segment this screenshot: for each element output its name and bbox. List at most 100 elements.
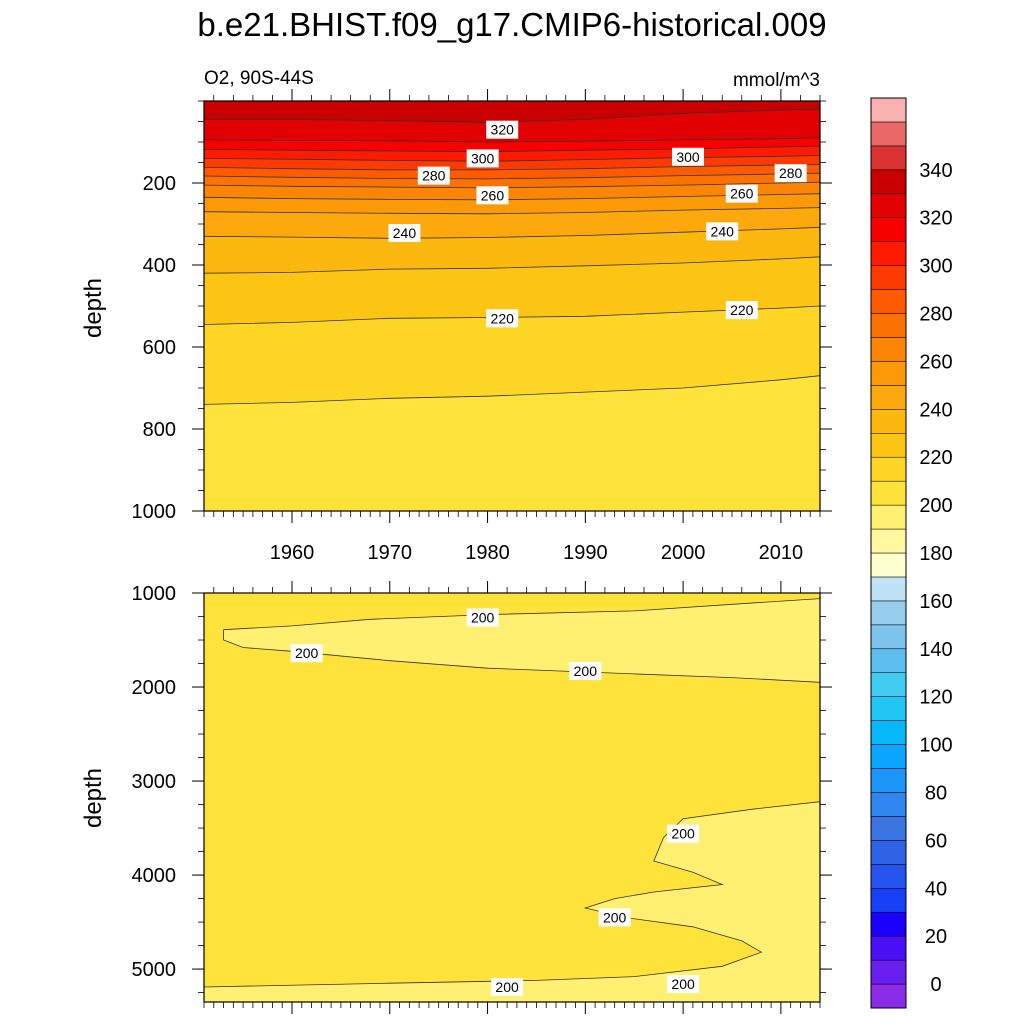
contour-line-330 (204, 108, 820, 123)
contour-line-240 (204, 226, 820, 239)
colorbar-swatch (870, 528, 907, 554)
colorbar-label: 60 (925, 830, 947, 852)
contour-line-210 (204, 375, 820, 405)
colorbar-label: 180 (919, 543, 952, 565)
contour-label-box (486, 309, 519, 328)
colorbar-swatch (870, 217, 907, 242)
contour-label-box (598, 908, 631, 927)
colorbar-swatch (870, 193, 907, 218)
colorbar-swatch (870, 337, 907, 362)
plot-frame-lower (203, 592, 821, 1003)
colorbar-label: 20 (925, 926, 947, 948)
colorbar-label: 0 (930, 974, 941, 996)
contour-label: 200 (471, 609, 495, 625)
colorbar-swatch (870, 768, 907, 793)
y-axis-label-lower: depth (80, 768, 107, 828)
subtitle-left: O2, 90S-44S (204, 68, 314, 89)
contour-line-300 (204, 155, 820, 162)
contour-label-box (725, 184, 758, 203)
colorbar-swatch (870, 169, 907, 195)
contour-label: 200 (671, 826, 695, 842)
colorbar-swatch (870, 888, 907, 913)
y-tick-label: 4000 (132, 865, 177, 887)
contour-label: 220 (491, 310, 515, 326)
contour-label-box (417, 166, 450, 185)
colorbar-swatch (870, 935, 907, 961)
y-tick-label: 200 (143, 173, 176, 195)
contour-label-box (388, 224, 421, 243)
contour-label-box (667, 824, 700, 843)
colorbar-swatch (870, 816, 907, 841)
colorbar-swatch (870, 289, 907, 314)
colorbar-swatch (870, 624, 907, 650)
contour-label: 300 (676, 149, 700, 165)
x-tick-label: 1990 (563, 542, 608, 564)
colorbar-swatch (870, 911, 907, 937)
contour-line-280 (204, 172, 820, 180)
colorbar-label: 260 (919, 351, 952, 373)
subtitle-right: mmol/m^3 (733, 70, 820, 91)
colorbar-swatch (870, 983, 907, 1009)
y-tick-label: 800 (143, 419, 176, 441)
colorbar-swatch (870, 864, 907, 889)
colorbar-swatch (870, 720, 907, 745)
colorbar-label: 320 (919, 208, 952, 230)
y-axis-label-upper: depth (80, 278, 107, 338)
y-tick-label: 3000 (132, 771, 177, 793)
plot-area-lower: 200 200 200 200 200 200 200 (204, 593, 820, 1002)
colorbar-swatch (870, 145, 907, 171)
lower-panel: 200 200 200 200 200 200 200 1000 2000 3000 4000 500… (132, 581, 832, 1014)
contour-label: 200 (603, 909, 627, 925)
y-tick-label: 1000 (132, 583, 177, 605)
contour-label-box (774, 164, 807, 183)
x-tick-label: 2010 (759, 542, 804, 564)
colorbar-swatch (870, 409, 907, 434)
colorbar-swatch (870, 744, 907, 769)
colorbar-swatch (870, 840, 907, 865)
colorbar-frame (870, 97, 907, 1009)
contour-line-230 (204, 256, 820, 274)
contour-label-box (667, 975, 700, 994)
contour-line-290 (204, 164, 820, 171)
x-tick-label: 1980 (465, 542, 510, 564)
contour-label: 280 (779, 165, 803, 181)
colorbar-label: 220 (919, 447, 952, 469)
contour-label: 200 (574, 663, 598, 679)
colorbar-label: 40 (925, 878, 947, 900)
x-tick-label: 1960 (270, 542, 315, 564)
contour-label: 320 (491, 122, 515, 138)
colorbar-label: 340 (919, 160, 952, 182)
colorbar-swatch (870, 552, 907, 578)
y-tick-label: 2000 (132, 677, 177, 699)
contour-label-box (725, 301, 758, 320)
contour-label: 260 (730, 186, 754, 202)
contour-region-1 (204, 801, 820, 1002)
contour-label: 280 (422, 168, 446, 184)
colorbar-swatch (870, 480, 907, 506)
colorbar-label: 120 (919, 687, 952, 709)
y-tick-label: 400 (143, 255, 176, 277)
contour-region-0 (223, 598, 820, 683)
colorbar-label: 240 (919, 399, 952, 421)
colorbar: 0 20 40 60 80 100 120 140 160 180 200 220 240 260 280 3… (870, 97, 953, 1009)
contour-line-270 (204, 181, 820, 189)
contour-label-box (486, 120, 519, 139)
colorbar-swatch (870, 433, 907, 458)
contour-label-box (672, 147, 704, 166)
contour-line-250 (204, 207, 820, 215)
plot-area-upper: 320 300 300 280 280 260 260 240 240 220 220 (204, 101, 820, 511)
contour-line-310 (204, 145, 820, 153)
contour-label-box (491, 977, 524, 996)
contour-label-box (569, 662, 602, 681)
figure-title: b.e21.BHIST.f09_g17.CMIP6-historical.009 (197, 6, 826, 43)
colorbar-swatch (870, 385, 907, 410)
upper-panel: 320 300 300 280 280 260 260 240 240 220 220 200 400 6… (132, 89, 832, 564)
colorbar-label: 80 (925, 782, 947, 804)
colorbar-label: 100 (919, 735, 952, 757)
colorbar-swatch (870, 504, 907, 530)
colorbar-label: 140 (919, 639, 952, 661)
y-tick-label: 5000 (132, 959, 177, 981)
contour-label-box (466, 149, 499, 168)
colorbar-swatch (870, 648, 907, 673)
